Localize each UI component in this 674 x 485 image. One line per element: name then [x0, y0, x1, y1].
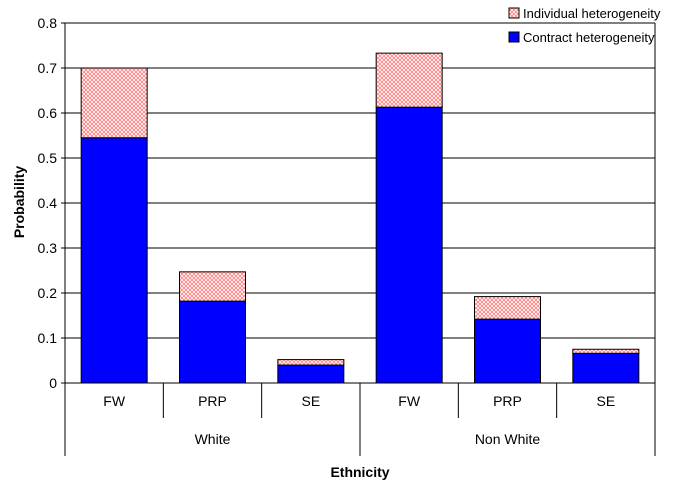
bar-individual	[475, 297, 541, 320]
x-category-label: FW	[103, 393, 126, 409]
legend-swatch	[509, 32, 519, 42]
x-axis-title: Ethnicity	[330, 464, 389, 480]
y-axis-title: Probability	[11, 166, 27, 239]
x-category-labels: FW PRP SE FW PRP SE White Non White	[103, 393, 615, 447]
x-category-label: SE	[301, 393, 320, 409]
y-tick-label: 0.8	[38, 15, 58, 31]
legend-label: Individual heterogeneity	[523, 6, 661, 21]
legend-swatch	[509, 8, 519, 18]
bar-contract	[278, 365, 344, 383]
x-category-label: PRP	[493, 393, 522, 409]
x-group-label: White	[195, 431, 231, 447]
y-tick-labels: 0 0.1 0.2 0.3 0.4 0.5 0.6 0.7 0.8	[38, 15, 65, 391]
y-tick-label: 0	[49, 375, 57, 391]
axes	[65, 23, 655, 456]
bar-individual	[573, 349, 639, 353]
x-category-label: FW	[398, 393, 421, 409]
y-tick-label: 0.7	[38, 60, 58, 76]
bar-individual	[180, 272, 246, 301]
bar-contract	[475, 319, 541, 383]
bar-individual	[81, 68, 147, 138]
y-tick-label: 0.6	[38, 105, 58, 121]
y-tick-label: 0.4	[38, 195, 58, 211]
x-category-label: SE	[596, 393, 615, 409]
y-tick-label: 0.2	[38, 285, 58, 301]
bar-individual	[376, 53, 442, 107]
x-group-label: Non White	[475, 431, 541, 447]
gridlines	[65, 23, 655, 338]
x-category-label: PRP	[198, 393, 227, 409]
bars	[81, 53, 639, 383]
bar-contract	[573, 353, 639, 383]
y-tick-label: 0.1	[38, 330, 58, 346]
legend-label: Contract heterogeneity	[523, 30, 655, 45]
y-tick-label: 0.5	[38, 150, 58, 166]
bar-individual	[278, 360, 344, 365]
y-tick-label: 0.3	[38, 240, 58, 256]
bar-contract	[180, 301, 246, 383]
bar-contract	[376, 107, 442, 383]
bar-contract	[81, 138, 147, 383]
legend: Individual heterogeneity Contract heterog…	[509, 6, 661, 45]
